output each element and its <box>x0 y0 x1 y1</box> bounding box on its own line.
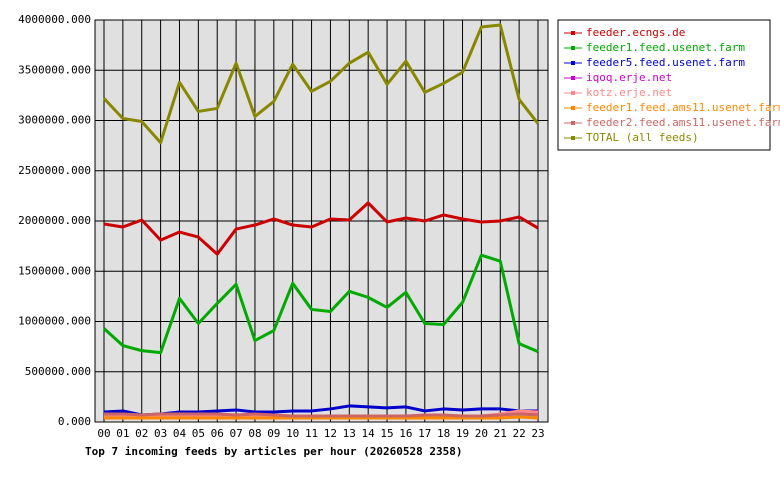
x-tick-label: 14 <box>362 427 376 440</box>
legend-marker <box>571 46 575 50</box>
legend-marker <box>571 61 575 65</box>
x-tick-label: 02 <box>135 427 148 440</box>
y-tick-label: 1500000.000 <box>18 264 91 277</box>
x-tick-label: 11 <box>305 427 318 440</box>
chart-title: Top 7 incoming feeds by articles per hou… <box>85 445 463 458</box>
y-tick-label: 500000.000 <box>25 365 91 378</box>
y-tick-label: 3000000.000 <box>18 114 91 127</box>
x-tick-label: 10 <box>286 427 299 440</box>
legend-marker <box>571 121 575 125</box>
x-tick-label: 22 <box>513 427 526 440</box>
legend-label: feeder1.feed.usenet.farm <box>586 41 745 54</box>
legend-marker <box>571 91 575 95</box>
legend-label: feeder1.feed.ams11.usenet.farm <box>586 101 780 114</box>
legend-marker <box>571 136 575 140</box>
x-tick-label: 06 <box>211 427 224 440</box>
series-line <box>102 253 539 355</box>
x-tick-label: 07 <box>229 427 242 440</box>
series-line <box>103 201 539 256</box>
legend-marker <box>571 31 575 35</box>
legend-marker <box>571 76 575 80</box>
x-tick-label: 13 <box>343 427 356 440</box>
x-tick-label: 09 <box>267 427 280 440</box>
series-line <box>102 23 540 145</box>
legend-box <box>557 19 771 151</box>
legend-label: iqoq.erje.net <box>586 71 672 84</box>
y-tick-label: 3500000.000 <box>18 63 91 76</box>
series-line <box>104 412 539 418</box>
x-tick-label: 00 <box>97 427 110 440</box>
x-tick-label: 18 <box>437 427 450 440</box>
x-tick-label: 19 <box>456 427 469 440</box>
legend-label: kotz.erje.net <box>586 86 672 99</box>
legend-marker <box>571 106 575 110</box>
x-tick-label: 12 <box>324 427 337 440</box>
legend-label: feeder2.feed.ams11.usenet.farm <box>586 116 780 129</box>
x-tick-label: 05 <box>192 427 205 440</box>
x-tick-label: 08 <box>248 427 261 440</box>
legend-label: feeder.ecngs.de <box>586 26 685 39</box>
y-tick-label: 4000000.000 <box>18 13 91 26</box>
series-line <box>103 404 538 417</box>
x-tick-label: 20 <box>475 427 488 440</box>
legend-label: TOTAL (all feeds) <box>586 131 699 144</box>
x-tick-label: 04 <box>173 427 187 440</box>
y-tick-label: 1000000.000 <box>18 315 91 328</box>
y-tick-label: 2000000.000 <box>18 214 91 227</box>
x-tick-label: 15 <box>380 427 393 440</box>
legend-label: feeder5.feed.usenet.farm <box>586 56 745 69</box>
y-tick-label: 0.000 <box>58 415 91 428</box>
x-tick-label: 01 <box>116 427 129 440</box>
x-tick-label: 17 <box>418 427 431 440</box>
y-tick-label: 2500000.000 <box>18 164 91 177</box>
series-line <box>104 415 539 420</box>
x-tick-label: 16 <box>399 427 412 440</box>
x-tick-label: 03 <box>154 427 167 440</box>
x-tick-label: 23 <box>531 427 544 440</box>
x-tick-label: 21 <box>494 427 507 440</box>
